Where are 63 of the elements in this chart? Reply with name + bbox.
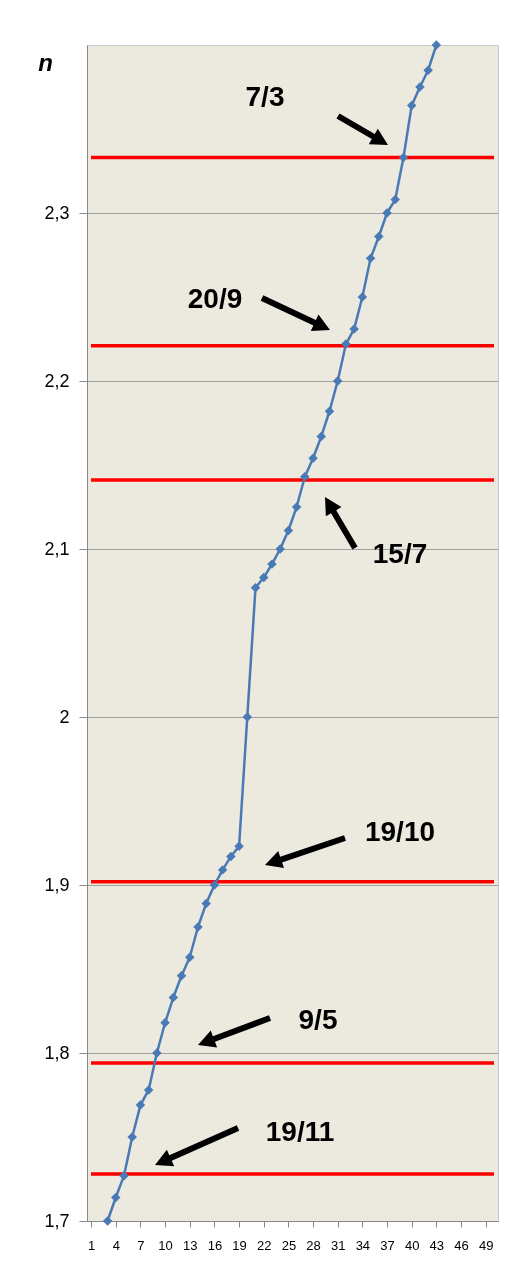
x-tick-label: 22 xyxy=(257,1237,272,1253)
annotation: 20/9 xyxy=(187,283,243,314)
point xyxy=(242,712,253,722)
x-tick-label: 28 xyxy=(306,1237,321,1253)
annotation: 19/10 xyxy=(364,816,436,847)
y-tick-label: 2,1 xyxy=(44,538,70,559)
x-tick-label: 40 xyxy=(404,1237,420,1253)
point xyxy=(374,231,384,242)
x-tick-label: 1 xyxy=(87,1237,96,1253)
point xyxy=(283,525,294,536)
x-tick-label: 7 xyxy=(137,1237,145,1253)
annotation: 19/11 xyxy=(265,1116,335,1147)
point xyxy=(308,453,318,464)
x-tick-label: 34 xyxy=(355,1237,371,1253)
x-tick-label: 10 xyxy=(158,1237,173,1253)
point xyxy=(250,582,261,593)
y-tick-label: 1,9 xyxy=(44,874,70,895)
x-tick-label: 37 xyxy=(380,1237,395,1253)
point xyxy=(217,865,228,875)
point xyxy=(234,841,244,852)
point xyxy=(423,65,433,75)
annotation: 15/7 xyxy=(372,538,428,569)
point xyxy=(143,1085,154,1095)
point xyxy=(135,1100,146,1110)
y-tick-label: 2,2 xyxy=(44,370,70,391)
point xyxy=(111,1192,121,1203)
x-tick-label: 49 xyxy=(478,1237,494,1253)
x-tick-label: 16 xyxy=(207,1237,223,1253)
point xyxy=(357,292,368,302)
y-tick-label: 1,8 xyxy=(44,1042,70,1063)
point xyxy=(398,152,409,163)
point xyxy=(291,502,302,512)
y-tick-label: 2,3 xyxy=(44,202,70,223)
point xyxy=(324,406,335,416)
x-tick-label: 31 xyxy=(330,1237,346,1253)
point xyxy=(332,376,343,386)
y-axis-title: n xyxy=(38,48,53,76)
point xyxy=(431,40,442,50)
x-tick-label: 4 xyxy=(112,1237,120,1253)
point xyxy=(390,194,400,205)
point xyxy=(226,851,236,862)
point xyxy=(201,898,211,909)
point xyxy=(119,1170,129,1181)
x-tick-label: 19 xyxy=(232,1237,247,1253)
point xyxy=(168,992,179,1003)
x-tick-label: 46 xyxy=(454,1237,469,1253)
point xyxy=(185,952,195,962)
x-tick-label: 13 xyxy=(183,1237,198,1253)
point xyxy=(258,572,269,583)
point xyxy=(176,970,187,981)
x-tick-label: 43 xyxy=(429,1237,445,1253)
point xyxy=(300,472,310,482)
annotation: 9/5 xyxy=(298,1004,338,1035)
point xyxy=(316,431,327,442)
y-tick-label: 1,7 xyxy=(44,1210,70,1231)
point xyxy=(209,880,220,890)
point xyxy=(406,100,417,111)
y-tick-label: 2 xyxy=(59,706,70,727)
point xyxy=(160,1018,170,1028)
annotation: 7/3 xyxy=(245,81,285,112)
point xyxy=(365,253,376,264)
x-tick-label: 25 xyxy=(281,1237,297,1253)
point xyxy=(102,1216,113,1226)
